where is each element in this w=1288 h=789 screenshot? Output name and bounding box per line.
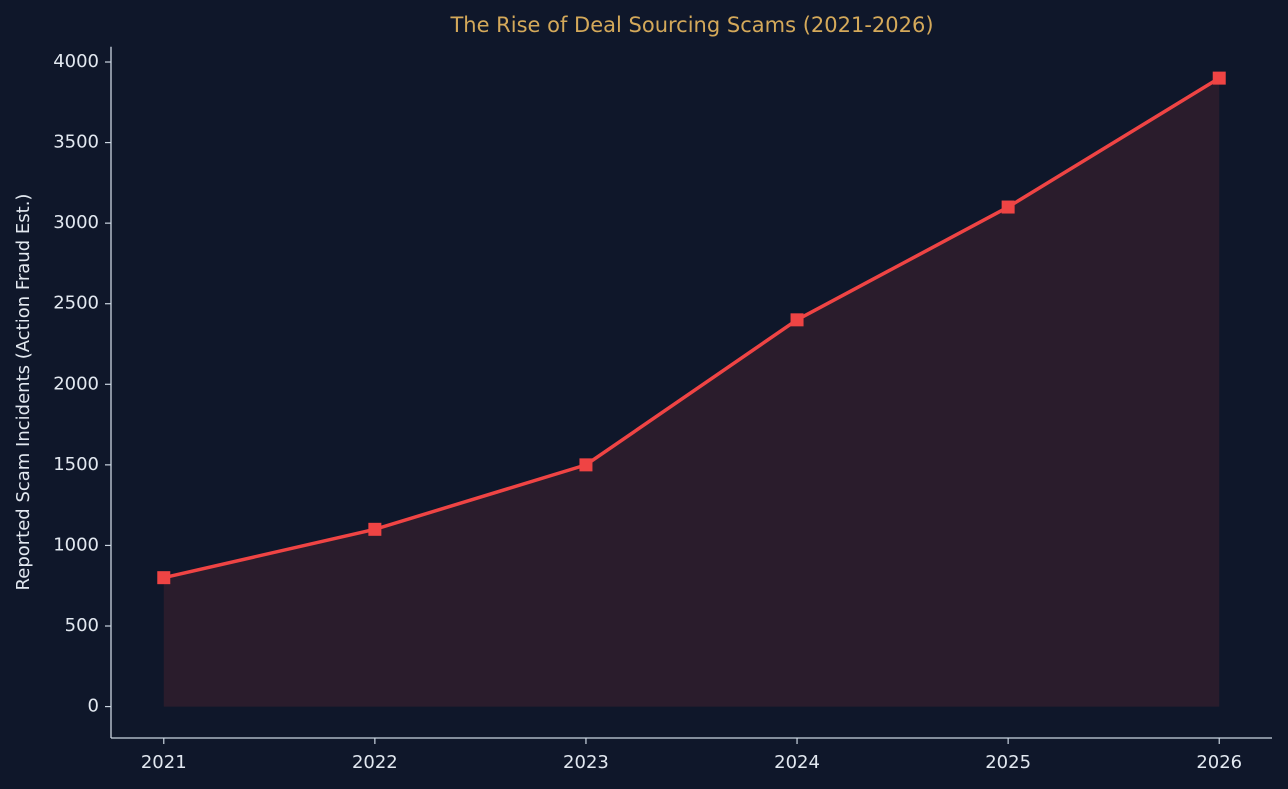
chart-title: The Rise of Deal Sourcing Scams (2021-20…	[449, 13, 933, 37]
marker	[1001, 200, 1015, 214]
x-tick-label: 2024	[774, 752, 820, 773]
marker	[157, 571, 171, 585]
x-tick-label: 2025	[985, 752, 1031, 773]
y-tick-label: 1500	[53, 454, 99, 475]
y-tick-label: 2000	[53, 373, 99, 394]
marker	[790, 313, 804, 327]
marker	[368, 522, 382, 536]
y-tick-label: 500	[65, 615, 99, 636]
y-tick-label: 1000	[53, 534, 99, 555]
y-tick-label: 2500	[53, 293, 99, 314]
x-tick-label: 2023	[563, 752, 609, 773]
x-tick-label: 2026	[1196, 752, 1242, 773]
x-tick-label: 2021	[141, 752, 187, 773]
y-tick-label: 3500	[53, 132, 99, 153]
y-axis-label: Reported Scam Incidents (Action Fraud Es…	[13, 194, 34, 591]
marker	[1212, 71, 1226, 85]
x-tick-label: 2022	[352, 752, 398, 773]
y-tick-label: 3000	[53, 212, 99, 233]
marker	[579, 458, 593, 472]
y-tick-label: 0	[88, 696, 99, 717]
y-tick-label: 4000	[53, 51, 99, 72]
line	[163, 76, 1221, 580]
